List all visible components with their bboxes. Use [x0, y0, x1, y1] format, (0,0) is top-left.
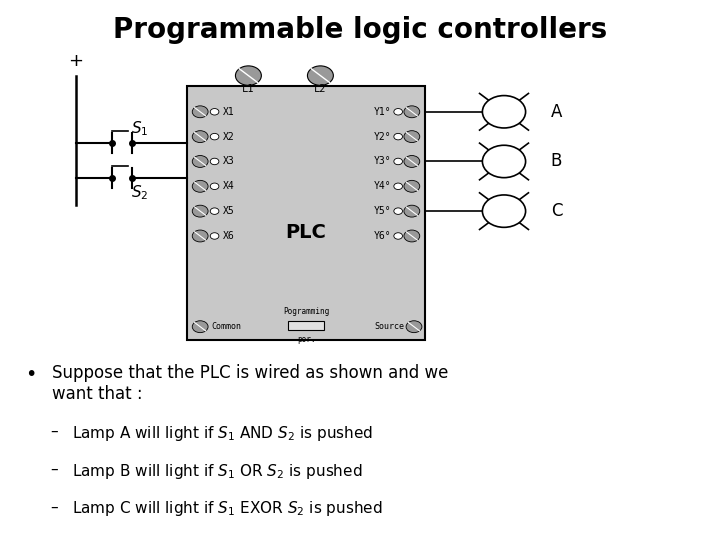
Text: Suppose that the PLC is wired as shown and we
want that :: Suppose that the PLC is wired as shown a…: [52, 364, 449, 403]
Text: Y1°: Y1°: [374, 107, 392, 117]
Text: $S_2$: $S_2$: [131, 184, 148, 202]
Text: C: C: [551, 202, 562, 220]
Text: Pogramming: Pogramming: [283, 307, 329, 316]
Circle shape: [404, 106, 420, 118]
Text: X5: X5: [222, 206, 234, 216]
Text: L2: L2: [314, 84, 327, 94]
Circle shape: [404, 180, 420, 192]
Text: por.: por.: [297, 335, 315, 344]
Circle shape: [404, 156, 420, 167]
Text: –: –: [50, 424, 58, 439]
Circle shape: [192, 205, 208, 217]
Text: PLC: PLC: [286, 222, 326, 242]
Text: Programmable logic controllers: Programmable logic controllers: [113, 16, 607, 44]
Circle shape: [192, 180, 208, 192]
Text: –: –: [50, 500, 58, 515]
Text: B: B: [551, 152, 562, 171]
Text: $S_1$: $S_1$: [131, 119, 148, 138]
Circle shape: [192, 106, 208, 118]
Circle shape: [192, 230, 208, 242]
Circle shape: [210, 183, 219, 190]
Circle shape: [307, 66, 333, 85]
Circle shape: [394, 208, 402, 214]
Circle shape: [394, 109, 402, 115]
Circle shape: [482, 96, 526, 128]
Circle shape: [394, 233, 402, 239]
Text: X1: X1: [222, 107, 234, 117]
Text: A: A: [551, 103, 562, 121]
Circle shape: [482, 145, 526, 178]
Circle shape: [235, 66, 261, 85]
Circle shape: [404, 131, 420, 143]
Text: X6: X6: [222, 231, 234, 241]
Circle shape: [394, 133, 402, 140]
Text: X2: X2: [222, 132, 234, 141]
Text: –: –: [50, 462, 58, 477]
Circle shape: [192, 131, 208, 143]
Circle shape: [210, 158, 219, 165]
Circle shape: [404, 230, 420, 242]
Text: +: +: [68, 52, 83, 70]
Text: •: •: [25, 364, 37, 383]
Circle shape: [404, 205, 420, 217]
Circle shape: [210, 133, 219, 140]
Text: Lamp C will light if $S_1$ EXOR $S_2$ is pushed: Lamp C will light if $S_1$ EXOR $S_2$ is…: [72, 500, 382, 518]
Circle shape: [192, 156, 208, 167]
Circle shape: [210, 109, 219, 115]
Circle shape: [210, 233, 219, 239]
Circle shape: [482, 195, 526, 227]
Text: Y6°: Y6°: [374, 231, 392, 241]
Text: Lamp B will light if $S_1$ OR $S_2$ is pushed: Lamp B will light if $S_1$ OR $S_2$ is p…: [72, 462, 362, 481]
Text: Common: Common: [211, 322, 241, 331]
Text: L1: L1: [242, 84, 255, 94]
Circle shape: [394, 183, 402, 190]
FancyBboxPatch shape: [288, 321, 324, 330]
Text: Lamp A will light if $S_1$ AND $S_2$ is pushed: Lamp A will light if $S_1$ AND $S_2$ is …: [72, 424, 373, 443]
Text: Y2°: Y2°: [374, 132, 392, 141]
Text: X4: X4: [222, 181, 234, 191]
Text: Y5°: Y5°: [374, 206, 392, 216]
Text: Y3°: Y3°: [374, 157, 392, 166]
Text: Y4°: Y4°: [374, 181, 392, 191]
Text: X3: X3: [222, 157, 234, 166]
Text: Source: Source: [374, 322, 404, 331]
Circle shape: [192, 321, 208, 333]
Circle shape: [394, 158, 402, 165]
Circle shape: [210, 208, 219, 214]
FancyBboxPatch shape: [187, 86, 425, 340]
Circle shape: [406, 321, 422, 333]
